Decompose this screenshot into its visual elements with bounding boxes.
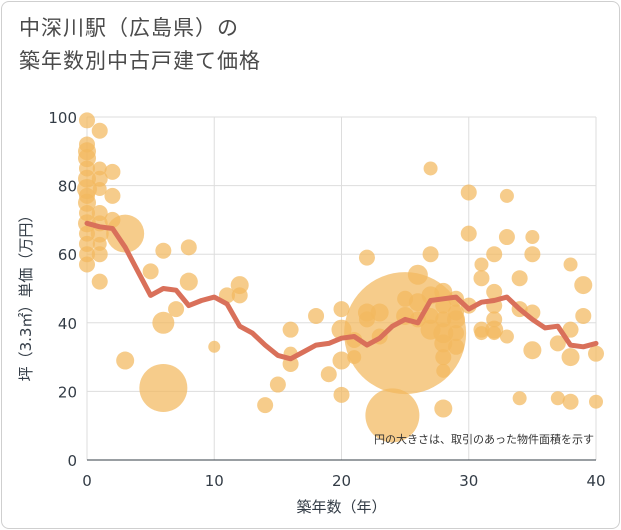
bubble bbox=[92, 182, 107, 197]
bubble bbox=[333, 386, 350, 403]
bubble bbox=[168, 301, 185, 318]
bubble bbox=[91, 170, 108, 187]
bubble bbox=[152, 311, 175, 334]
bubble-layer bbox=[77, 112, 604, 443]
bubble bbox=[320, 366, 337, 383]
y-tick-label: 20 bbox=[58, 383, 77, 401]
bubble bbox=[487, 326, 502, 341]
bubble bbox=[269, 376, 286, 393]
bubble bbox=[589, 394, 603, 409]
bubble bbox=[358, 249, 375, 266]
x-tick-label: 10 bbox=[205, 472, 224, 490]
bubble bbox=[588, 345, 604, 362]
bubble bbox=[460, 225, 477, 242]
trend-line bbox=[84, 220, 599, 362]
bubble bbox=[104, 163, 121, 180]
bubble bbox=[79, 256, 95, 273]
bubble bbox=[460, 184, 477, 201]
bubble bbox=[106, 214, 145, 253]
chart-title-line-2: 築年数別中古戸建て価格 bbox=[19, 49, 261, 73]
bubble bbox=[423, 161, 438, 176]
bubble-size-note: 円の大きさは、取引のあった物件面積を示す bbox=[374, 432, 594, 446]
y-tick-label: 100 bbox=[48, 109, 77, 127]
y-tick-label: 0 bbox=[67, 452, 77, 470]
bubble bbox=[231, 287, 248, 304]
bubble bbox=[524, 246, 541, 263]
bubble bbox=[282, 321, 299, 338]
bubble bbox=[448, 338, 465, 355]
bubble bbox=[308, 307, 325, 324]
bubble bbox=[499, 188, 514, 203]
tick-labels: 0 20 40 60 80 100 0 10 20 30 40 bbox=[48, 109, 605, 490]
x-tick-label: 40 bbox=[586, 472, 605, 490]
bubble bbox=[525, 230, 540, 245]
bubble bbox=[407, 264, 428, 285]
bubble bbox=[474, 257, 489, 272]
bubble bbox=[208, 340, 221, 353]
bubble bbox=[91, 273, 108, 290]
bubble bbox=[104, 187, 121, 204]
bubble bbox=[550, 391, 565, 406]
bubble bbox=[562, 321, 579, 338]
bubble bbox=[486, 283, 503, 300]
chart-title-line-1: 中深川駅（広島県）の bbox=[19, 16, 239, 40]
x-axis-label: 築年数（年） bbox=[296, 498, 386, 516]
bubble bbox=[562, 393, 579, 410]
bubble bbox=[574, 276, 593, 295]
bubble bbox=[498, 229, 515, 246]
bubble bbox=[333, 301, 350, 318]
bubble bbox=[561, 348, 580, 367]
bubble bbox=[474, 326, 489, 341]
bubble bbox=[155, 242, 172, 259]
bubble bbox=[447, 310, 466, 329]
bubble bbox=[473, 270, 490, 287]
x-tick-label: 30 bbox=[459, 472, 478, 490]
bubble bbox=[422, 246, 439, 263]
bubble bbox=[91, 122, 108, 139]
bubble bbox=[139, 363, 188, 412]
bubble bbox=[434, 399, 453, 418]
bubble bbox=[486, 246, 503, 263]
bubble bbox=[91, 246, 108, 263]
bubble bbox=[365, 388, 420, 443]
bubble bbox=[563, 257, 578, 272]
y-tick-label: 60 bbox=[58, 246, 77, 264]
bubble bbox=[79, 112, 95, 129]
bubble bbox=[435, 349, 452, 366]
x-tick-label: 20 bbox=[332, 472, 351, 490]
bubble bbox=[434, 334, 453, 353]
y-tick-label: 40 bbox=[58, 315, 77, 333]
bubble bbox=[448, 325, 465, 342]
bubble bbox=[512, 391, 527, 406]
bubble bbox=[435, 311, 452, 328]
bubble bbox=[436, 363, 451, 378]
bubble bbox=[142, 263, 159, 280]
chart-title: 中深川駅（広島県）の 築年数別中古戸建て価格 bbox=[19, 12, 261, 78]
bubble bbox=[523, 341, 542, 360]
bubble bbox=[179, 272, 198, 291]
y-axis-label: 坪（3.3㎡）単価（万円） bbox=[17, 208, 35, 382]
x-tick-label: 0 bbox=[82, 472, 92, 490]
bubble bbox=[549, 335, 566, 352]
bubble bbox=[332, 351, 351, 370]
bubble bbox=[575, 307, 592, 324]
bubble bbox=[116, 351, 135, 370]
bubble bbox=[499, 329, 514, 344]
bubble bbox=[257, 397, 274, 414]
bubble bbox=[180, 239, 197, 256]
y-tick-label: 80 bbox=[58, 178, 77, 196]
bubble bbox=[511, 270, 528, 287]
